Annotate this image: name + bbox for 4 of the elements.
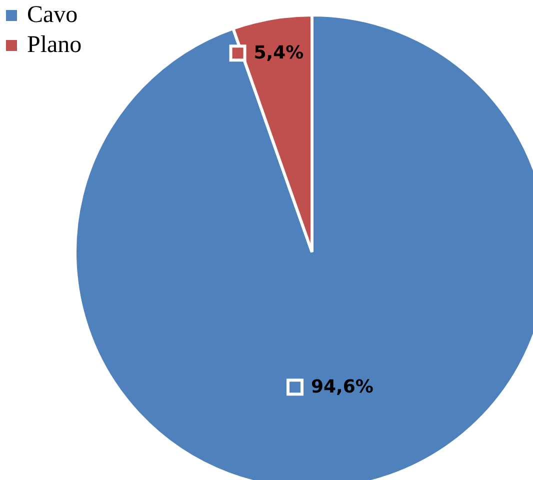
data-label: 94,6% <box>311 376 374 398</box>
data-label: 5,4% <box>254 42 304 64</box>
legend-label: Plano <box>27 31 82 60</box>
slice-label: Cavo <box>27 1 78 30</box>
